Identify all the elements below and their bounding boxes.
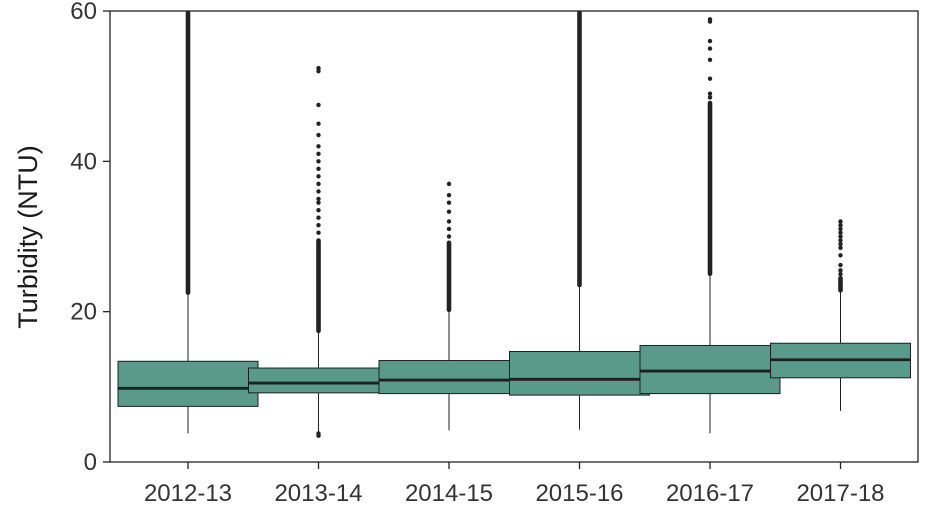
y-axis-title: Turbidity (NTU) [13,145,43,329]
box-2015-16 [509,285,650,430]
outlier-cluster [707,100,713,277]
outlier-point [446,200,452,205]
outlier-point [838,253,843,258]
outlier-point [838,245,843,250]
outlier-point [316,189,321,194]
x-tick-label: 2017-18 [796,480,884,507]
outlier-point [838,226,843,232]
y-tick-label: 20 [70,299,97,326]
outlier-point [838,241,843,247]
outlier-point [316,151,321,157]
x-tick-label: 2012-13 [144,480,232,507]
outlier-point [707,57,713,63]
outliers-2013-14 [316,65,321,438]
iqr-box [378,360,520,395]
outlier-point [316,159,321,164]
outlier-point [316,230,321,235]
y-axis: 0 20 40 60 [70,0,110,476]
outlier-point [707,46,713,51]
outlier-point [316,68,321,74]
outlier-point [446,181,452,187]
outlier-point [446,234,452,239]
y-tick-label: 40 [70,148,97,175]
outlier-point [316,132,321,138]
box-2017-18 [770,290,911,411]
iqr-box [509,351,650,396]
outlier-point [707,95,713,100]
outlier-point [838,230,843,235]
outliers-2017-18 [838,219,843,293]
outliers-2012-13 [185,10,191,295]
outlier-cluster [838,275,843,293]
outlier-cluster [446,240,452,313]
outliers-2015-16 [577,10,582,288]
outlier-cluster [185,10,191,295]
outlier-point [316,181,321,187]
outlier-point [316,102,321,108]
outlier-point [446,192,452,198]
outlier-point [707,76,713,81]
plot-frame [109,10,919,463]
plot-layer [117,10,911,438]
outlier-point [446,226,452,232]
outlier-point [446,219,452,224]
outlier-point [316,196,321,202]
outlier-cluster [577,10,582,288]
y-tick-label: 0 [84,449,97,476]
outlier-point [838,271,843,277]
outlier-point [838,268,843,273]
outlier-point [316,223,321,228]
x-tick-label: 2013-14 [274,480,362,507]
outlier-point [446,209,452,214]
outlier-point [316,65,321,71]
outlier-point [316,431,321,436]
x-tick-label: 2015-16 [535,480,623,507]
x-axis: 2012-13 2013-14 2014-15 2015-16 2016-17 2017-… [144,462,885,507]
outliers-2016-17 [707,17,713,277]
outlier-point [838,238,843,243]
x-tick-label: 2014-15 [405,480,493,507]
box-2014-15 [378,310,520,431]
outlier-point [838,223,843,228]
outlier-point [707,38,713,44]
iqr-box [639,344,781,395]
outlier-point [316,200,321,205]
iqr-box [117,360,259,407]
outlier-cluster [316,238,321,334]
outlier-point [316,207,321,213]
y-tick-label: 60 [70,0,97,25]
outlier-point [316,166,321,172]
iqr-box [248,367,389,394]
outlier-point [707,91,713,96]
outlier-point [838,234,843,239]
outlier-point [316,144,321,149]
outlier-point [316,215,321,220]
outlier-point [316,121,321,126]
outlier-point [316,174,321,179]
box-2013-14 [248,331,389,432]
outlier-point [838,262,843,268]
x-tick-label: 2016-17 [666,480,754,507]
outlier-point [707,17,713,22]
box-2016-17 [639,274,781,434]
box-2012-13 [117,292,259,434]
outliers-2014-15 [446,181,452,313]
outlier-point [838,219,843,224]
